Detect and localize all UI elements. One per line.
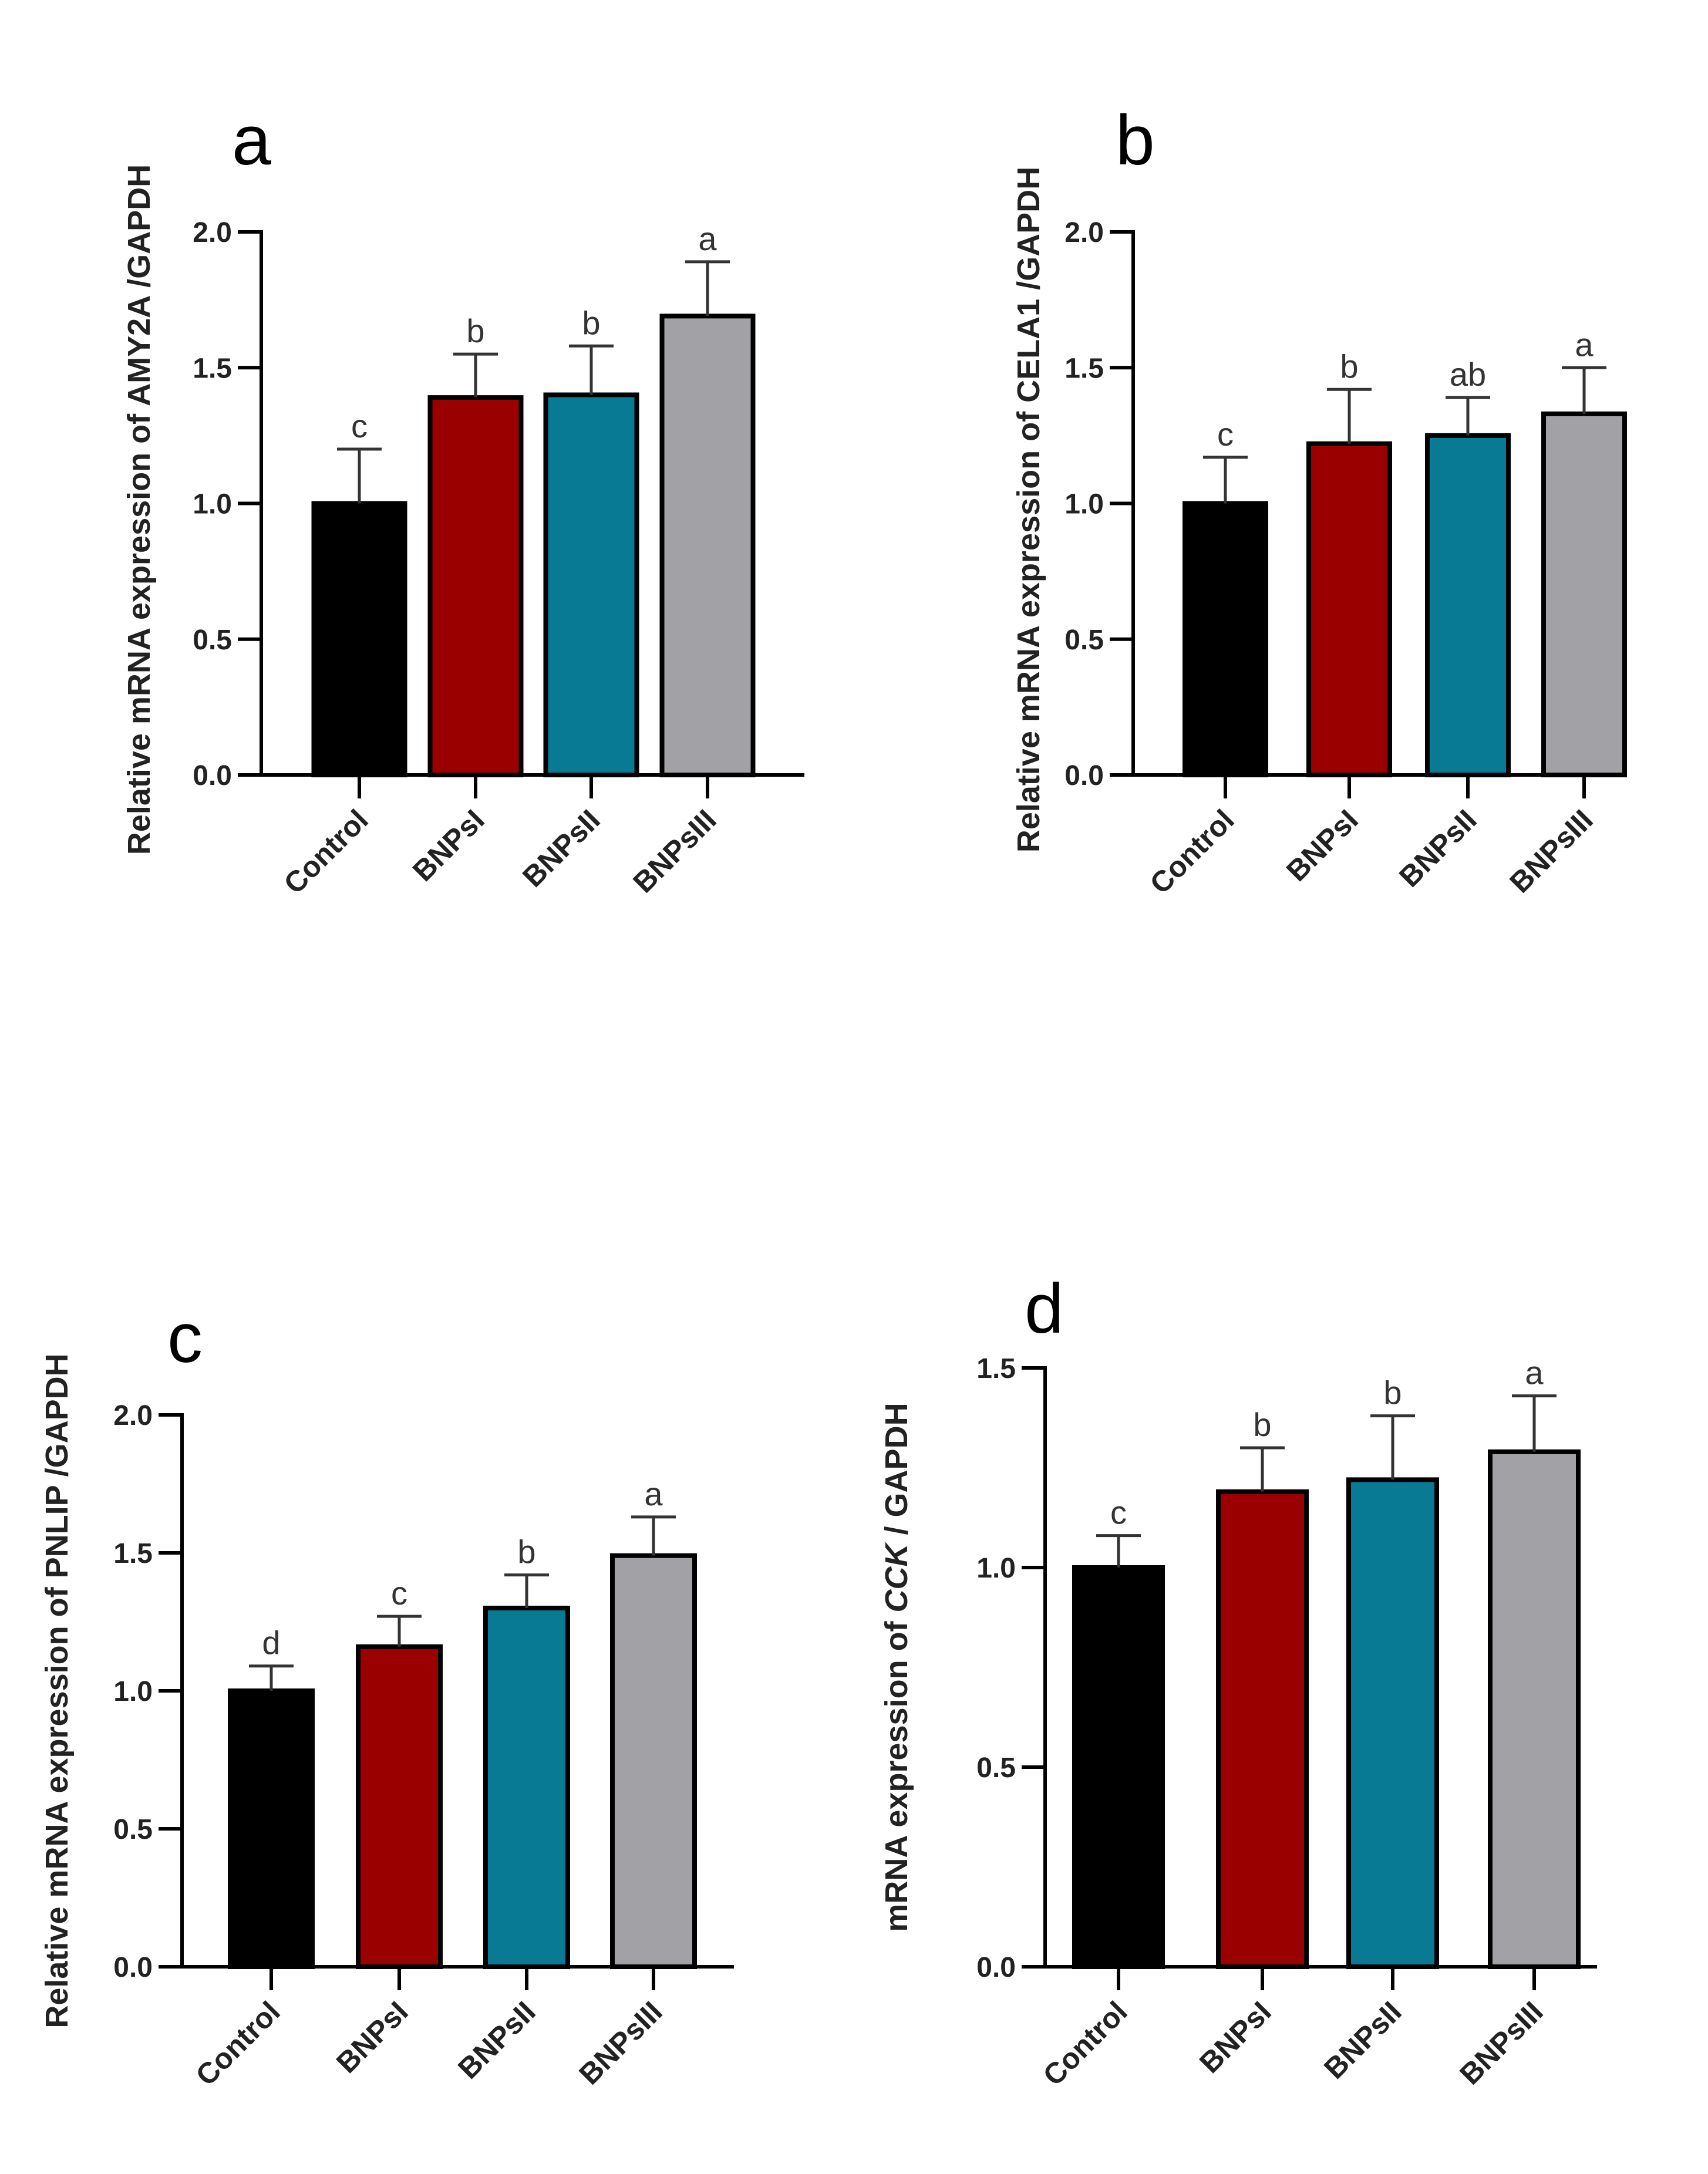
category-label: Control — [1037, 1995, 1134, 2092]
significance-label: a — [644, 1475, 663, 1512]
y-axis-label: Relative mRNA expression of CELA1 /GAPDH — [1011, 167, 1046, 852]
y-tick-label: 1.0 — [976, 1553, 1016, 1584]
bar-bnpsii — [543, 392, 639, 777]
bar-bnpsiii — [1488, 1449, 1581, 1970]
bar-bnpsiii — [659, 314, 756, 777]
bar-control — [311, 501, 407, 777]
significance-label: d — [262, 1624, 280, 1661]
category-label: Control — [190, 1995, 287, 2092]
y-tick-label: 0.5 — [1064, 625, 1104, 656]
category-label: BNPsII — [452, 1995, 542, 2085]
chart-panel-c: c Relative mRNA expression of PNLIP /GAPD… — [39, 1299, 734, 2092]
bar-control — [228, 1688, 315, 1969]
bar-bnpsi — [356, 1644, 443, 1970]
y-tick-label: 0.5 — [113, 1814, 153, 1845]
significance-label: b — [466, 312, 484, 349]
chart-panel-b: b Relative mRNA expression of CELA1 /GAPD… — [1011, 101, 1627, 900]
significance-label: b — [582, 304, 600, 341]
bar-bnpsi — [427, 395, 524, 777]
significance-label: c — [391, 1575, 407, 1612]
y-tick-label: 0.0 — [976, 1952, 1016, 1983]
y-tick-label: 1.0 — [113, 1676, 153, 1707]
significance-label: c — [1110, 1494, 1127, 1531]
y-axis-label: mRNA expression of CCK / GAPDH — [879, 1403, 914, 1932]
category-label: BNPsIII — [572, 1995, 668, 2091]
y-tick-label: 0.5 — [193, 625, 232, 656]
bar-bnpsiii — [1541, 411, 1627, 777]
significance-label: a — [698, 220, 717, 257]
category-label: Control — [278, 803, 375, 900]
category-label: BNPsII — [1393, 803, 1483, 894]
bar-bnpsi — [1306, 441, 1392, 777]
panel-letter: a — [232, 101, 271, 180]
y-tick-label: 0.0 — [1064, 760, 1104, 791]
category-label: BNPsIII — [1503, 803, 1599, 899]
y-tick-label: 2.0 — [193, 217, 232, 248]
panel-letter: c — [167, 1299, 203, 1377]
category-label: BNPsI — [330, 1995, 415, 2079]
y-tick-label: 1.5 — [1064, 353, 1104, 384]
y-tick-label: 1.0 — [193, 489, 232, 520]
bar-bnpsii — [1425, 433, 1511, 777]
y-tick-label: 0.0 — [113, 1952, 153, 1983]
chart-panel-d: d mRNA expression of CCK / GAPDH 0.0 0.5 1.0… — [879, 1269, 1597, 2092]
bar-bnpsiii — [610, 1553, 697, 1969]
y-tick-label: 1.5 — [976, 1353, 1016, 1384]
y-tick-label: 0.0 — [193, 760, 232, 791]
bar-bnpsii — [1346, 1477, 1439, 1969]
significance-label: c — [1217, 416, 1234, 453]
category-label: BNPsI — [406, 803, 491, 888]
significance-label: c — [351, 407, 368, 444]
category-label: BNPsIII — [1453, 1995, 1549, 2091]
bar-bnpsi — [1216, 1489, 1309, 1970]
category-label: Control — [1144, 803, 1241, 900]
category-label: BNPsIII — [626, 803, 722, 899]
category-label: BNPsII — [516, 803, 607, 894]
significance-label: ab — [1450, 356, 1486, 393]
significance-label: b — [1253, 1406, 1271, 1443]
significance-label: b — [1340, 348, 1358, 385]
y-tick-label: 0.5 — [976, 1752, 1016, 1784]
bar-bnpsii — [483, 1606, 570, 1969]
significance-label: b — [1383, 1374, 1402, 1411]
significance-label: b — [517, 1533, 535, 1570]
bar-control — [1183, 501, 1268, 777]
category-label: BNPsI — [1193, 1995, 1278, 2079]
panel-letter: b — [1116, 101, 1155, 180]
y-axis-label: Relative mRNA expression of AMY2A /GAPDH — [122, 164, 157, 855]
y-axis-label: Relative mRNA expression of PNLIP /GAPDH — [39, 1353, 75, 2028]
category-label: BNPsII — [1318, 1995, 1408, 2085]
bar-control — [1072, 1565, 1165, 1969]
y-tick-label: 1.5 — [113, 1538, 153, 1569]
y-tick-label: 1.0 — [1064, 489, 1104, 520]
y-tick-label: 2.0 — [1064, 217, 1104, 248]
chart-panel-a: a Relative mRNA expression of AMY2A /GAPD… — [122, 101, 804, 900]
significance-label: a — [1575, 326, 1594, 363]
y-tick-label: 2.0 — [113, 1400, 153, 1431]
significance-label: a — [1525, 1354, 1544, 1391]
panel-letter: d — [1025, 1269, 1064, 1348]
y-tick-label: 1.5 — [193, 353, 232, 384]
category-label: BNPsI — [1280, 803, 1365, 888]
